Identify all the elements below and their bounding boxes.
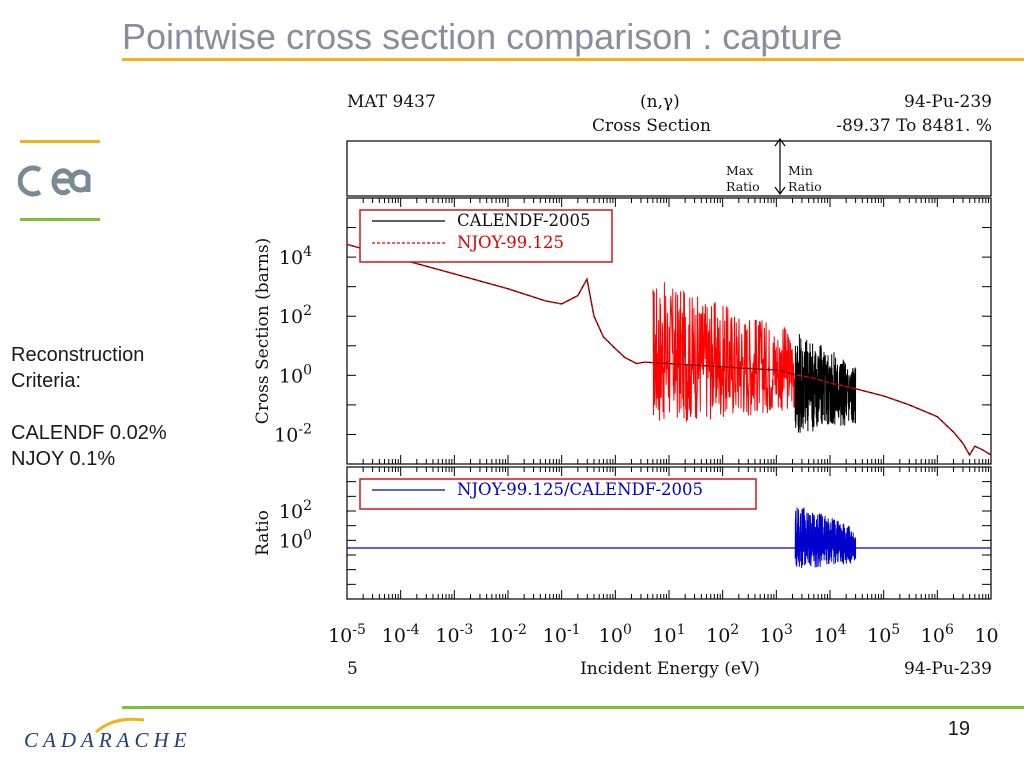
x-tick-label: 104 [813,622,846,647]
series-line [346,243,992,457]
x-tick-label: 10-4 [382,622,420,647]
x-tick-label: 101 [652,622,685,647]
legend-label: NJOY-99.125/CALENDF-2005 [457,480,703,499]
x-tick-label: 10-3 [435,622,473,647]
chart-footer: 5 Incident Energy (eV) 94-Pu-239 [347,659,992,679]
y-tick-label: 100 [279,527,312,552]
ratio-panel: 102 100 Ratio NJOY-99.125/CALENDF-2005 [253,466,992,600]
cross-section-chart: MAT 9437 (n,γ) 94-Pu-239 Cross Section -… [253,92,1000,679]
cadarache-logo: CADARACHE [14,710,230,766]
title-divider [122,58,1024,61]
x-tick-label: 107 [974,622,1000,647]
range-label: -89.37 To 8481. % [836,116,992,136]
x-axis-label: Incident Energy (eV) [580,659,760,679]
cadarache-logo-text: CADARACHE [24,728,191,752]
chart-legend: CALENDF-2005 NJOY-99.125 [359,209,613,263]
x-tick-label: 10-1 [543,622,581,647]
page-number: 19 [947,718,970,740]
y-tick-label: 102 [279,303,312,328]
min-ratio-label-2: Ratio [788,179,822,194]
x-tick-label: 105 [867,622,900,647]
ratio-key-box: Max Ratio Min Ratio [346,137,992,197]
x-axis: 10-5 10-4 10-3 10-2 10-1 100 101 102 103 104 105 10… [328,622,1000,647]
chart-header: MAT 9437 (n,γ) 94-Pu-239 Cross Section -… [347,92,992,136]
criteria-njoy: NJOY 0.1% [11,448,116,470]
max-ratio-label-2: Ratio [726,179,760,194]
criteria-calendf: CALENDF 0.02% [11,422,167,444]
x-tick-label: 100 [599,622,632,647]
y-tick-label: 102 [279,498,312,523]
legend-label: CALENDF-2005 [457,211,590,230]
footer-left-label: 5 [347,659,358,679]
footer-divider [122,706,1024,709]
max-ratio-label-1: Max [726,163,753,178]
x-tick-label: 106 [921,622,954,647]
resonance-band [794,507,857,569]
criteria-line-1: Reconstruction [11,344,145,366]
y-tick-label: 100 [279,362,312,387]
cea-logo [17,138,102,224]
slide-title: Pointwise cross section comparison : cap… [122,16,843,57]
chart-legend: NJOY-99.125/CALENDF-2005 [359,478,757,510]
reconstruction-criteria: Reconstruction Criteria: CALENDF 0.02% N… [11,342,167,472]
y-tick-label: 104 [279,244,312,269]
reaction-label: (n,γ) [640,92,680,112]
x-tick-label: 10-2 [489,622,527,647]
x-tick-label: 10-5 [328,622,366,647]
y-axis-label: Cross Section (barns) [253,238,273,424]
mat-label: MAT 9437 [347,92,436,112]
y-axis-label: Ratio [253,510,273,556]
footer-right-label: 94-Pu-239 [904,659,992,679]
min-ratio-label-1: Min [788,163,813,178]
nuclide-label: 94-Pu-239 [904,92,992,112]
legend-frame [359,209,613,263]
quantity-label: Cross Section [592,116,711,136]
legend-frame [359,478,757,510]
criteria-spacer [11,394,167,420]
x-tick-label: 102 [706,622,739,647]
y-tick-label: 10-2 [274,421,312,446]
legend-label: NJOY-99.125 [457,233,564,252]
x-tick-label: 103 [760,622,793,647]
criteria-line-2: Criteria: [11,370,82,392]
resonance-band [794,334,857,433]
resonance-band [652,282,796,422]
